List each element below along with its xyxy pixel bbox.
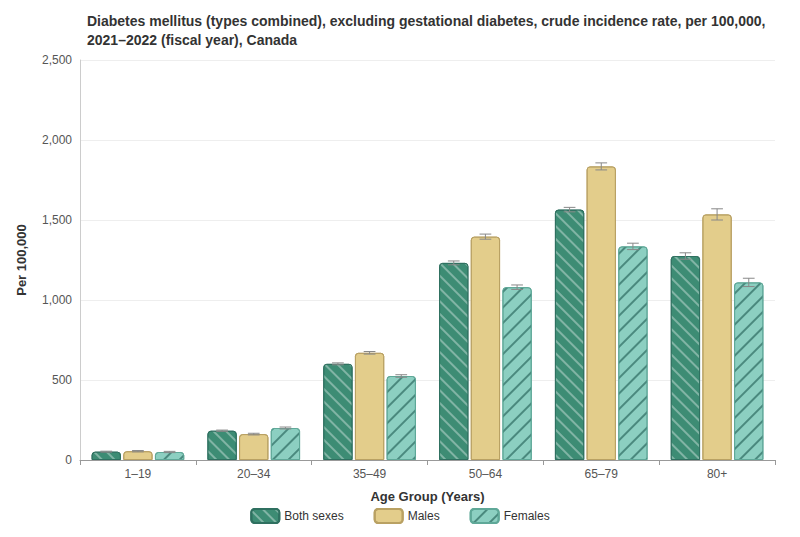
- svg-text:2,500: 2,500: [42, 53, 72, 67]
- svg-text:Both sexes: Both sexes: [284, 509, 343, 523]
- svg-text:65–79: 65–79: [585, 467, 619, 481]
- svg-text:0: 0: [65, 453, 72, 467]
- svg-text:1,500: 1,500: [42, 213, 72, 227]
- svg-text:1–19: 1–19: [125, 467, 152, 481]
- svg-text:Males: Males: [408, 509, 440, 523]
- svg-text:2021–2022 (fiscal year), Canad: 2021–2022 (fiscal year), Canada: [87, 32, 297, 48]
- svg-text:Females: Females: [504, 509, 550, 523]
- svg-text:Diabetes mellitus (types combi: Diabetes mellitus (types combined), excl…: [87, 13, 769, 29]
- svg-text:Age Group (Years): Age Group (Years): [370, 489, 484, 504]
- svg-text:20–34: 20–34: [237, 467, 271, 481]
- svg-text:500: 500: [52, 373, 72, 387]
- svg-text:Per 100,000: Per 100,000: [14, 224, 29, 296]
- svg-text:1,000: 1,000: [42, 293, 72, 307]
- svg-text:2,000: 2,000: [42, 133, 72, 147]
- svg-text:80+: 80+: [707, 467, 727, 481]
- svg-text:50–64: 50–64: [469, 467, 503, 481]
- svg-text:35–49: 35–49: [353, 467, 387, 481]
